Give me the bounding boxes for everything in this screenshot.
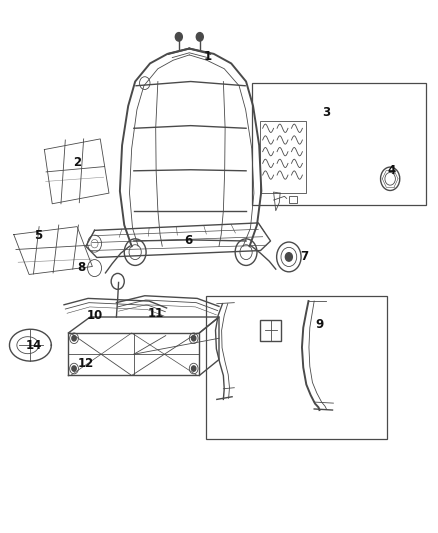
Circle shape — [72, 336, 76, 341]
Text: 5: 5 — [34, 229, 42, 242]
Circle shape — [196, 33, 203, 41]
Text: 4: 4 — [387, 164, 396, 177]
Bar — [261, 122, 306, 193]
Circle shape — [175, 33, 182, 41]
Text: 11: 11 — [148, 307, 164, 320]
Circle shape — [191, 366, 196, 371]
Text: 3: 3 — [322, 106, 330, 119]
Text: 14: 14 — [25, 338, 42, 352]
Bar — [206, 296, 387, 439]
Text: 8: 8 — [78, 261, 85, 274]
Circle shape — [286, 253, 292, 261]
Text: 10: 10 — [86, 309, 102, 322]
Text: 6: 6 — [184, 235, 193, 247]
Circle shape — [72, 366, 76, 371]
Bar — [252, 83, 426, 205]
Circle shape — [191, 336, 196, 341]
Text: 1: 1 — [204, 50, 212, 63]
Text: 7: 7 — [300, 251, 308, 263]
Bar — [289, 196, 297, 203]
Text: 9: 9 — [315, 319, 324, 332]
Bar — [261, 320, 282, 341]
Text: 2: 2 — [73, 156, 81, 169]
Text: 12: 12 — [78, 357, 94, 370]
